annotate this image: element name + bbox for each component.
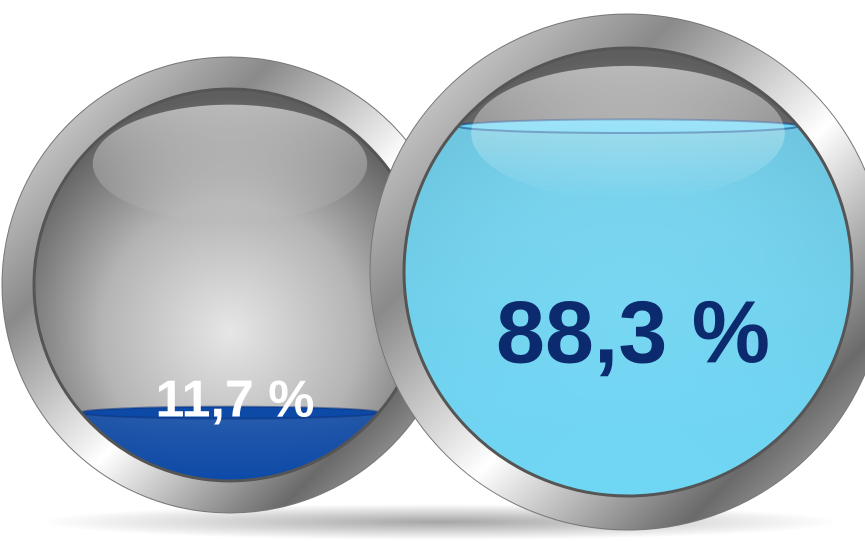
rim <box>402 46 854 498</box>
value-label: 88,3 % <box>496 282 770 381</box>
value-label: 11,7 % <box>155 370 314 428</box>
highlight <box>92 104 368 223</box>
highlight <box>471 65 785 201</box>
gauge: 88,3 % <box>369 13 865 531</box>
gauge: 11,7 % <box>1 56 459 514</box>
